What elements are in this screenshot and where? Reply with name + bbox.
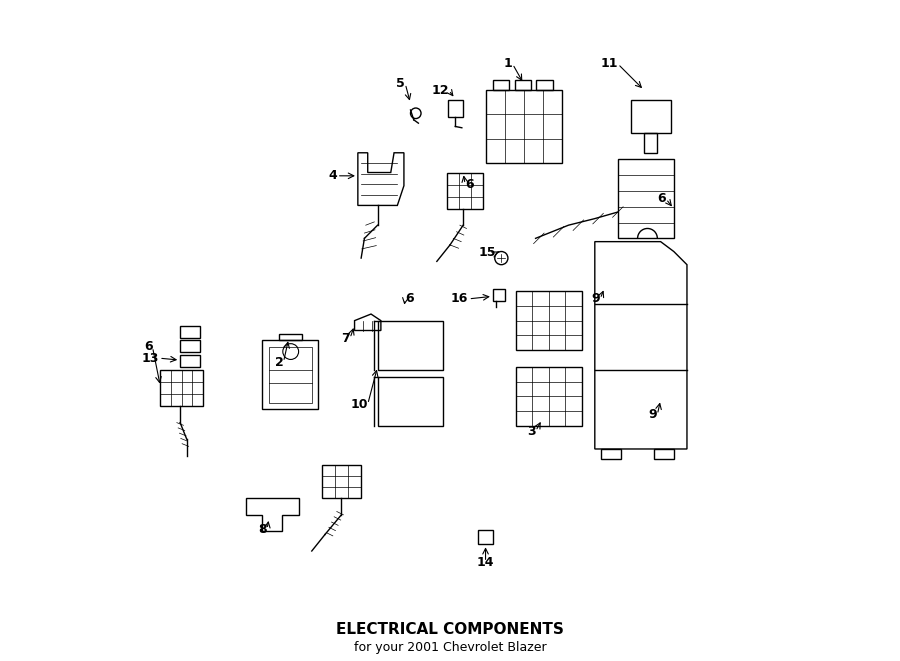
Text: 12: 12 (431, 84, 449, 97)
Bar (644, 133, 657, 153)
Text: ELECTRICAL COMPONENTS: ELECTRICAL COMPONENTS (336, 623, 564, 637)
Bar (617, 159, 674, 239)
Bar (478, 530, 493, 545)
Bar (378, 321, 444, 370)
Text: for your 2001 Chevrolet Blazer: for your 2001 Chevrolet Blazer (354, 641, 546, 654)
Text: 4: 4 (328, 169, 337, 182)
Bar (180, 340, 200, 352)
Text: 14: 14 (477, 556, 494, 568)
Text: 9: 9 (591, 292, 600, 305)
Bar (263, 340, 319, 409)
Bar (321, 465, 361, 498)
Text: 6: 6 (405, 292, 414, 305)
Text: 5: 5 (397, 77, 405, 90)
Text: 8: 8 (258, 523, 267, 536)
Bar (180, 326, 200, 338)
Bar (516, 367, 581, 426)
Bar (446, 173, 483, 209)
Text: 9: 9 (649, 408, 657, 421)
Text: 3: 3 (526, 425, 536, 438)
Bar (486, 91, 562, 163)
Text: 15: 15 (479, 247, 496, 259)
Bar (448, 100, 463, 116)
Text: 7: 7 (341, 332, 350, 345)
Bar (378, 377, 444, 426)
Bar (493, 289, 505, 301)
Bar (160, 370, 203, 407)
Text: 1: 1 (504, 58, 512, 71)
Bar (536, 81, 553, 91)
Bar (493, 81, 509, 91)
Text: 6: 6 (465, 178, 473, 191)
Text: 13: 13 (141, 352, 159, 365)
Text: 6: 6 (657, 192, 666, 206)
Text: 11: 11 (600, 58, 617, 71)
Bar (631, 100, 670, 133)
Bar (654, 449, 674, 459)
Text: 10: 10 (350, 398, 368, 410)
Bar (180, 355, 200, 367)
Bar (515, 81, 531, 91)
Text: 6: 6 (144, 340, 152, 354)
Bar (269, 347, 311, 403)
Bar (516, 291, 581, 350)
Text: 16: 16 (451, 292, 468, 305)
Bar (601, 449, 621, 459)
Bar (279, 334, 302, 340)
Text: 2: 2 (274, 356, 284, 369)
